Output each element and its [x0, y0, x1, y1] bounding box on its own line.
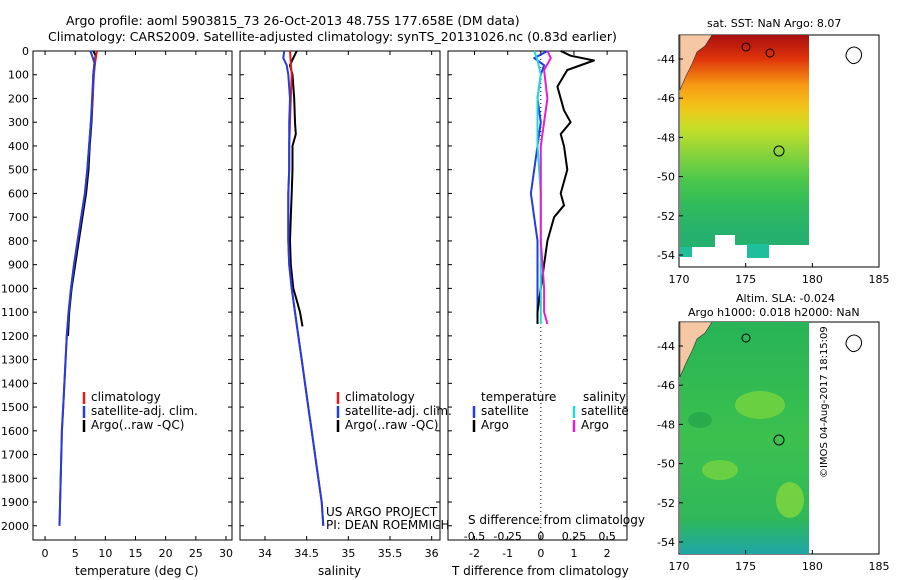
sal-legend-climatology: climatology — [345, 390, 415, 404]
temp-legend-satellite: satellite-adj. clim. — [91, 404, 198, 418]
temperature-xtick-label: 25 — [189, 547, 203, 560]
depth-tick-label: 1600 — [1, 425, 29, 438]
salinity-xtick-label: 34.5 — [294, 547, 319, 560]
difference-xtick-label: -2 — [469, 547, 480, 560]
imos-stamp: ©IMOS 04-Aug-2017 18:15:09 — [819, 326, 830, 478]
sla_map-xtick-label: 170 — [669, 560, 690, 573]
sla_map-ytick-label: -54 — [657, 536, 675, 549]
sla_map-ytick-label: -52 — [657, 497, 675, 510]
depth-tick-label: 300 — [8, 116, 29, 129]
sal-legend-argo: Argo(..raw -QC) — [345, 418, 439, 432]
depth-tick-label: 1400 — [1, 377, 29, 390]
diff-legend-s-argo: Argo — [581, 418, 609, 432]
temperature-xtick-label: 0 — [42, 547, 49, 560]
diff-legend-temp-title: temperature — [481, 390, 557, 404]
sla_map-ytick-label: -48 — [657, 418, 675, 431]
depth-tick-label: 0 — [22, 45, 29, 58]
temperature-xtick-label: 15 — [129, 547, 143, 560]
depth-tick-label: 1200 — [1, 330, 29, 343]
salinity-axes-frame — [239, 50, 441, 541]
depth-tick-label: 100 — [8, 69, 29, 82]
temperature-xtick-label: 20 — [159, 547, 173, 560]
depth-tick-label: 700 — [8, 211, 29, 224]
sla-map-title-1: Altim. SLA: -0.024 — [736, 292, 836, 305]
sla_map-xtick-label: 175 — [735, 560, 756, 573]
depth-tick-label: 800 — [8, 235, 29, 248]
sal-credit-2: PI: DEAN ROEMMICH — [326, 518, 450, 532]
sst_map-xtick-label: 170 — [669, 273, 690, 286]
diff-legend-s-satellite: satellite — [581, 404, 629, 418]
difference-xtick-label: -1 — [502, 547, 513, 560]
diff-legend-t-satellite: satellite — [481, 404, 529, 418]
salinity-series-satellite — [282, 50, 325, 526]
temperature-xtick-label: 30 — [219, 547, 233, 560]
sla_map-ytick-label: -50 — [657, 458, 675, 471]
temperature-series-satellite — [58, 50, 96, 526]
difference-xtick-label: 1 — [570, 547, 577, 560]
temp-legend-argo: Argo(..raw -QC) — [91, 418, 185, 432]
diff-xlabel-top: S difference from climatology — [468, 513, 645, 527]
depth-tick-label: 1900 — [1, 496, 29, 509]
temp-legend-climatology: climatology — [91, 390, 161, 404]
diff-legend-sal-title: salinity — [583, 390, 627, 404]
difference-axes-frame — [447, 50, 628, 541]
sst_map-ytick-label: -48 — [657, 131, 675, 144]
salinity-xtick-label: 35 — [341, 547, 355, 560]
sst_map-xtick-label: 175 — [735, 273, 756, 286]
depth-tick-label: 1800 — [1, 472, 29, 485]
sst_map-ytick-label: -54 — [657, 249, 675, 262]
sst_map-ytick-label: -52 — [657, 210, 675, 223]
header-line1: Argo profile: aoml 5903815_73 26-Oct-201… — [66, 13, 520, 28]
sal-credit-1: US ARGO PROJECT — [326, 505, 438, 519]
sla_map-ytick-label: -46 — [657, 379, 675, 392]
depth-tick-label: 1300 — [1, 354, 29, 367]
depth-tick-label: 500 — [8, 164, 29, 177]
salinity-xtick-label: 34 — [258, 547, 272, 560]
difference-s-tick-label: 0.5 — [598, 530, 616, 543]
depth-tick-label: 600 — [8, 187, 29, 200]
sla_map-ytick-label: -44 — [657, 340, 675, 353]
depth-tick-label: 400 — [8, 140, 29, 153]
depth-tick-label: 1700 — [1, 449, 29, 462]
sst_map-xtick-label: 185 — [869, 273, 890, 286]
depth-tick-label: 900 — [8, 259, 29, 272]
sst_map-ytick-label: -44 — [657, 53, 675, 66]
temp-xlabel: temperature (deg C) — [75, 564, 199, 578]
difference-series-s-satellite — [533, 50, 542, 324]
difference-s-tick-label: 0.25 — [562, 530, 587, 543]
sst-map-image — [678, 34, 880, 268]
diff-xlabel-bottom: T difference from climatology — [452, 564, 629, 578]
diff-legend-t-argo: Argo — [481, 418, 509, 432]
difference-xtick-label: 2 — [604, 547, 611, 560]
salinity-xtick-label: 36 — [425, 547, 439, 560]
depth-tick-label: 1100 — [1, 306, 29, 319]
difference-series-t-satellite — [529, 50, 548, 324]
header-line2: Climatology: CARS2009. Satellite-adjuste… — [48, 29, 617, 44]
difference-s-tick-label: -0.25 — [493, 530, 521, 543]
depth-tick-label: 200 — [8, 92, 29, 105]
temperature-xtick-label: 5 — [72, 547, 79, 560]
difference-xtick-label: 0 — [537, 547, 544, 560]
depth-tick-label: 2000 — [1, 520, 29, 533]
depth-tick-label: 1000 — [1, 282, 29, 295]
sla-map-title-2: Argo h1000: 0.018 h2000: NaN — [688, 306, 860, 319]
depth-tick-label: 1500 — [1, 401, 29, 414]
sla-map-image — [678, 321, 880, 555]
sla_map-xtick-label: 180 — [802, 560, 823, 573]
sal-xlabel: salinity — [318, 564, 362, 578]
difference-s-tick-label: -0.5 — [464, 530, 485, 543]
sal-legend-satellite: satellite-adj. clim. — [345, 404, 452, 418]
sst_map-ytick-label: -46 — [657, 92, 675, 105]
temperature-xtick-label: 10 — [98, 547, 112, 560]
sst_map-ytick-label: -50 — [657, 171, 675, 184]
difference-s-tick-label: 0 — [537, 530, 544, 543]
sst_map-xtick-label: 180 — [802, 273, 823, 286]
temperature-axes-frame — [32, 50, 233, 541]
salinity-xtick-label: 35.5 — [378, 547, 403, 560]
difference-series-s-argo — [539, 50, 552, 325]
sla_map-xtick-label: 185 — [869, 560, 890, 573]
sst-map-title: sat. SST: NaN Argo: 8.07 — [707, 17, 842, 30]
